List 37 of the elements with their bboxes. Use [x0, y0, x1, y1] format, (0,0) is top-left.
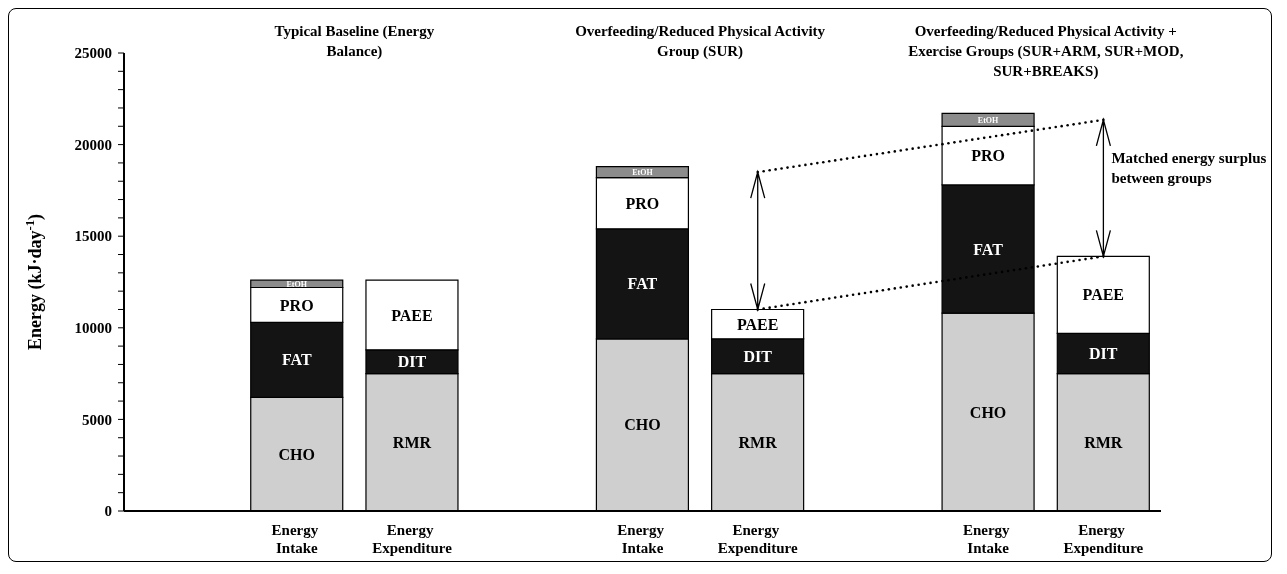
x-tick-label: Energy Intake: [962, 522, 1014, 556]
legend-label: PAEE: [736, 315, 779, 333]
x-tick-label: Energy Expenditure: [717, 522, 798, 556]
text: RMR: [392, 433, 432, 451]
text: DIT: [743, 347, 772, 365]
text: CHO: [624, 416, 661, 434]
text: FAT: [627, 275, 658, 293]
text: EtOH: [632, 167, 653, 177]
x-tick-label: Energy Expenditure: [372, 522, 453, 556]
text: EtOH: [977, 115, 999, 125]
y-tick-label: 5000: [82, 411, 112, 428]
series-label: CHO: [278, 445, 315, 463]
text: FAT: [973, 240, 1003, 258]
x-tick-label: Energy Intake: [271, 522, 323, 556]
x-tick-label: Energy Intake: [617, 522, 668, 556]
annotation: Overfeeding/Reduced Physical Activity Group (SUR): [575, 22, 826, 61]
y-tick-label: 10000: [74, 320, 112, 337]
text: PAEE: [391, 306, 433, 324]
series-label: EtOH: [286, 279, 308, 289]
text: PAEE: [1082, 286, 1125, 304]
x-tick-label: Energy Expenditure: [1063, 522, 1144, 556]
y-tick-label: 20000: [74, 136, 112, 153]
text: PRO: [971, 147, 1005, 165]
y-tick-label: 0: [104, 503, 112, 520]
text: DIT: [1089, 345, 1118, 363]
series-label: PRO: [279, 296, 314, 314]
text: PRO: [625, 194, 660, 212]
annotation: Typical Baseline (Energy Balance): [273, 22, 436, 61]
annotation: Overfeeding/Reduced Physical Activity + Exercise Groups (SUR+ARM, SUR+MOD, SUR+BREAKS): [907, 22, 1185, 81]
series-label: FAT: [281, 351, 312, 369]
y-tick-label: 15000: [74, 228, 112, 245]
y-tick-label: 25000: [74, 45, 112, 62]
series-label: DIT: [397, 353, 427, 371]
series-label: RMR: [1084, 433, 1123, 451]
annotation: Matched energy surplus between groups: [1111, 149, 1267, 189]
text: CHO: [969, 403, 1007, 421]
text: RMR: [738, 433, 777, 451]
